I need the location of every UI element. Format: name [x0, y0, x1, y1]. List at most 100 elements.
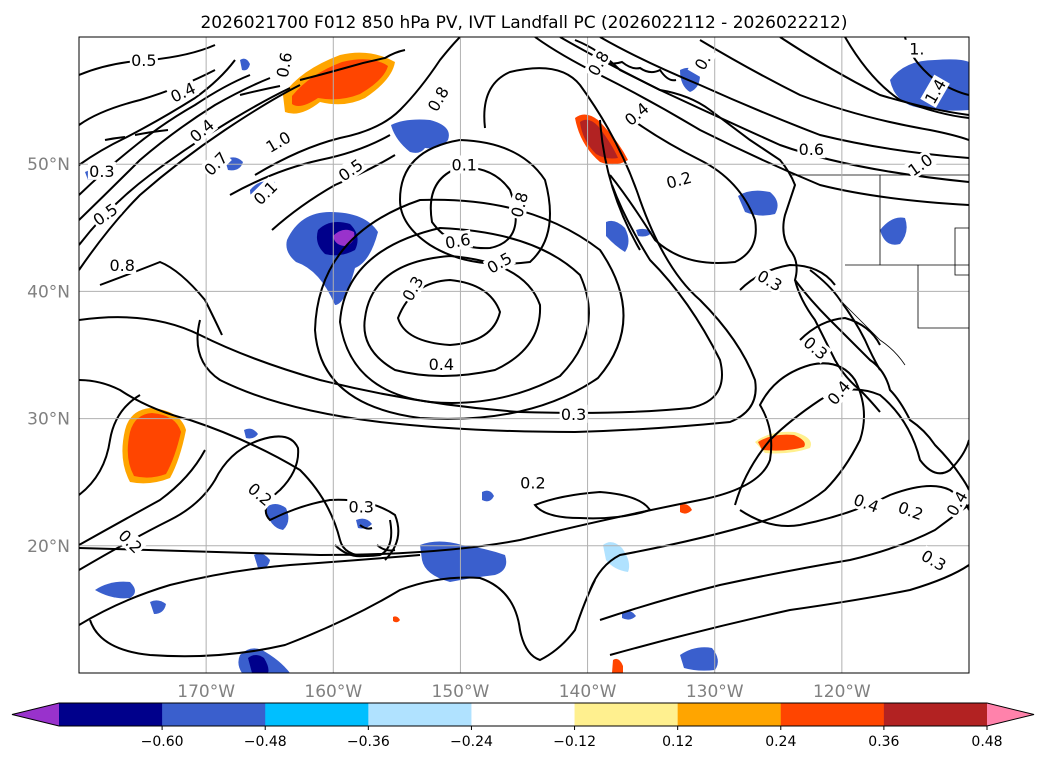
pv-negative-area [150, 600, 166, 614]
contour-label-bg [687, 45, 718, 79]
mexico-border [839, 299, 906, 366]
colorbar-tick-label: −0.24 [450, 734, 493, 750]
lat-tick-label: 20°N [27, 537, 70, 557]
alaska-peninsula-coastline [299, 49, 406, 81]
lon-tick-label: 120°W [813, 682, 871, 702]
contour-line [739, 263, 836, 291]
pv-positive-core [758, 434, 805, 451]
map-frame [78, 36, 970, 674]
contour-label-bg [559, 404, 588, 423]
lon-tick-label: 160°W [304, 682, 362, 702]
pv-positive-area [393, 616, 400, 623]
colorbar-tick-label: −0.60 [141, 734, 184, 750]
pv-negative-area [738, 190, 778, 216]
contour-labels: 0.50.40.40.70.61.00.50.10.80.10.80.60.50… [87, 39, 969, 575]
negative-pv-shading [85, 58, 969, 673]
aleutian-islands [104, 129, 169, 141]
coastlines [104, 39, 969, 552]
colorbar-segment [265, 703, 369, 726]
pv-negative-area [391, 119, 449, 153]
colorbar: −0.60 −0.48 −0.36 −0.24 −0.12 0.12 0.24 0.36 0.4… [11, 702, 1035, 750]
colorbar-tick-label: −0.36 [347, 734, 390, 750]
political-borders [790, 174, 969, 329]
contour-label: 0.4 [429, 355, 454, 374]
lon-tick-label: 140°W [559, 682, 617, 702]
pv-positive-area [612, 658, 623, 673]
contour-label-bg [518, 473, 547, 492]
contour-label: 1. [909, 40, 924, 59]
contour-line [799, 316, 881, 346]
map-area: 0.50.40.40.70.61.00.50.10.80.10.80.60.50… [79, 37, 969, 673]
gulf-california-coastline [809, 269, 881, 371]
contour-line [79, 77, 271, 221]
contour-label-bg [663, 167, 695, 193]
contour-line [79, 84, 301, 271]
contour-line [89, 576, 596, 662]
contour-line [779, 37, 969, 116]
alaska-panhandle-islands [599, 59, 677, 82]
colorbar-segment [471, 703, 576, 726]
pv-negative-area [95, 581, 135, 599]
contour-line [599, 504, 969, 621]
contour-label-bg [166, 77, 200, 107]
colorbar-segment [162, 703, 266, 726]
contour-line [396, 278, 502, 347]
colorbar-tick-label: 0.36 [868, 734, 899, 750]
contour-line [79, 554, 421, 626]
contour-line [844, 37, 969, 119]
contour-line [79, 394, 141, 496]
contour-label-bg [347, 497, 376, 516]
contour-label-bg [917, 545, 951, 575]
colorbar-segment [574, 703, 679, 726]
contour-line [599, 37, 969, 159]
contour-line [699, 39, 969, 141]
pv-negative-area [880, 217, 907, 245]
contour-label-bg [397, 271, 428, 305]
contour-line [398, 138, 551, 265]
contour-label-bg [583, 46, 613, 80]
longitude-labels: 170°W 160°W 150°W 140°W 130°W 120°W [177, 682, 871, 702]
lat-tick-label: 50°N [27, 155, 70, 175]
colorbar-segment [677, 703, 782, 726]
contour-label-bg [333, 154, 368, 186]
contour-label: 0.6 [799, 140, 824, 159]
contour-label: 0.6 [444, 230, 472, 253]
contour-label-bg [620, 97, 654, 130]
pv-negative-area [240, 58, 250, 71]
contour-label-bg [423, 82, 453, 116]
contour-line [734, 388, 969, 506]
pv-negative-area [254, 553, 270, 569]
contour-label-bg [261, 126, 295, 157]
pv-positive-max [580, 119, 618, 159]
contour-label-bg [903, 149, 937, 181]
lon-tick-label: 130°W [686, 682, 744, 702]
colorbar-extend-low [12, 703, 59, 726]
contour-line [196, 67, 757, 434]
contour-line [609, 564, 969, 656]
contour-label-bg [920, 74, 950, 108]
contour-label-bg [799, 331, 833, 364]
contour-line [254, 37, 461, 176]
contour-label-bg [248, 176, 282, 210]
colorbar-segment [59, 703, 163, 726]
contour-line [313, 198, 625, 420]
lat-tick-label: 40°N [27, 282, 70, 302]
colorbar-segment [368, 703, 472, 726]
pv-negative-core [248, 655, 269, 673]
north-america-coastline [574, 39, 969, 491]
colorbar-tick-label: −0.12 [553, 734, 596, 750]
contour-line [79, 449, 206, 546]
lat-tick-label: 30°N [27, 410, 70, 430]
contour-label-bg [108, 255, 137, 274]
contour-line [609, 117, 757, 265]
colorbar-tick-label: 0.12 [662, 734, 693, 750]
contour-label-bg [199, 147, 232, 180]
colorbar-tick-label: −0.48 [244, 734, 287, 750]
lon-tick-label: 150°W [432, 682, 490, 702]
pv-positive-core [292, 59, 388, 106]
contour-label-bg [87, 161, 116, 180]
contour-line [229, 134, 391, 196]
positive-pv-shading [122, 52, 811, 673]
contour-line [79, 59, 236, 166]
